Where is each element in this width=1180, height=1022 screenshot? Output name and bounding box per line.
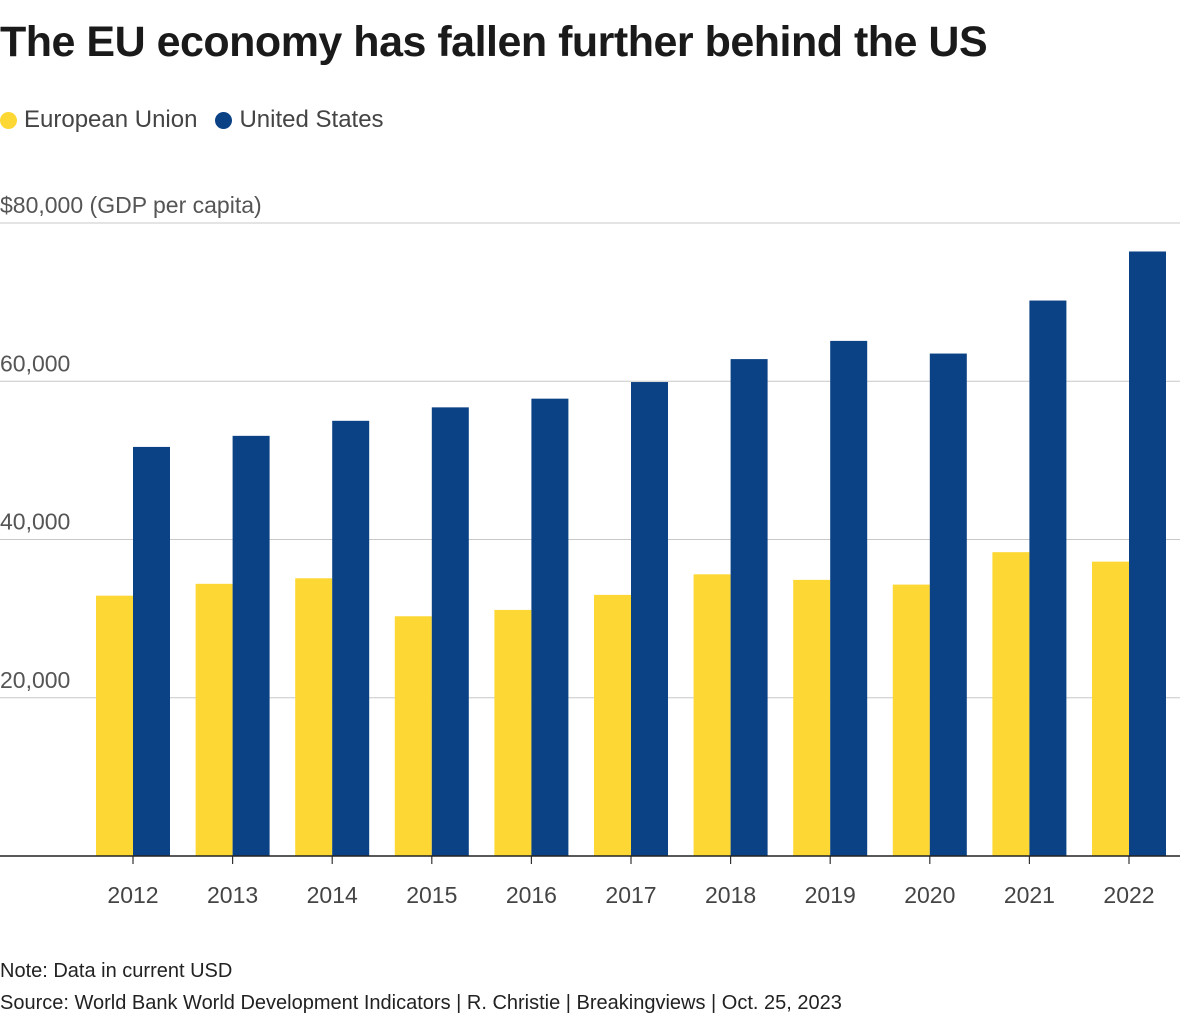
bar-us-2018	[730, 359, 768, 856]
bar-us-2017	[631, 382, 668, 856]
bar-us-2019	[830, 340, 868, 856]
legend-swatch-eu	[0, 111, 17, 129]
bar-us-2013	[232, 435, 270, 856]
bar-us-2012	[133, 446, 170, 856]
y-axis-title: (GDP per capita)	[83, 192, 262, 218]
bar-us-2022	[1129, 251, 1166, 857]
note-text: Note: Data in current USD	[0, 960, 233, 982]
x-tick-label-2013: 2013	[207, 882, 258, 908]
x-tick-label-2012: 2012	[107, 882, 158, 908]
bar-chart: 20,000 40,000 60,000 $80,000 (GDP per capit…	[0, 192, 1180, 908]
bar-eu-2014	[295, 578, 333, 856]
y-tick-label-60000: 60,000	[0, 350, 70, 376]
x-tick-label-2021: 2021	[1004, 882, 1055, 908]
legend-swatch-us	[215, 111, 233, 129]
bar-eu-2016	[494, 609, 532, 856]
legend-label-us: United States	[239, 106, 384, 133]
bar-eu-2021	[992, 552, 1030, 856]
legend-item-us: United States	[215, 106, 384, 134]
x-tick-label-2015: 2015	[406, 882, 457, 908]
bar-us-2014	[332, 420, 370, 856]
x-tick-label-2018: 2018	[705, 882, 756, 908]
bar-eu-2020	[892, 584, 930, 856]
chart-title: The EU economy has fallen further behind…	[0, 18, 988, 66]
x-tick-label-2014: 2014	[307, 882, 358, 908]
source-text: Source: World Bank World Development Ind…	[0, 992, 842, 1014]
bar-eu-2019	[793, 579, 831, 856]
bar-eu-2015	[394, 616, 432, 856]
x-tick-label-2016: 2016	[506, 882, 557, 908]
bar-us-2016	[531, 398, 569, 856]
x-tick-label-2022: 2022	[1103, 882, 1154, 908]
y-tick-label-40000: 40,000	[0, 509, 70, 535]
x-tick-label-2020: 2020	[904, 882, 955, 908]
bar-eu-2012	[96, 595, 133, 856]
y-tick-label-20000: 20,000	[0, 667, 70, 693]
x-tick-label-2017: 2017	[605, 882, 656, 908]
bar-eu-2022	[1092, 561, 1129, 856]
footnotes: Note: Data in current USD Source: World …	[0, 955, 842, 1019]
bar-eu-2013	[195, 583, 233, 856]
legend-label-eu: European Union	[24, 106, 198, 133]
bar-us-2020	[929, 353, 967, 856]
legend-item-eu: European Union	[0, 106, 197, 134]
bar-us-2021	[1029, 300, 1067, 857]
x-tick-label-2019: 2019	[805, 882, 856, 908]
bar-eu-2017	[594, 594, 631, 856]
bar-us-2015	[431, 407, 469, 856]
y-tick-label-80000: $80,000 (GDP per capita)	[0, 192, 262, 218]
bar-eu-2018	[693, 574, 731, 856]
legend: European Union United States	[0, 106, 402, 134]
